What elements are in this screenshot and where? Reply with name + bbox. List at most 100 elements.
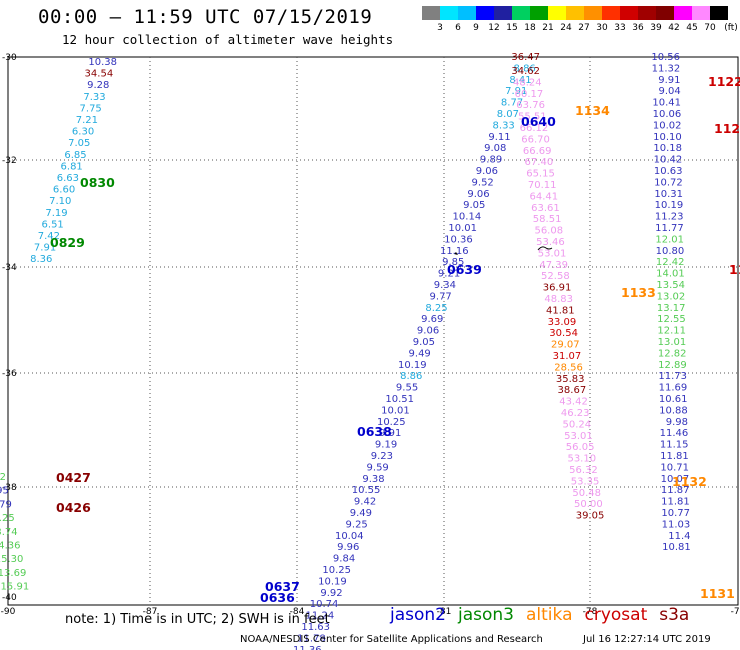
wave-height-value: 53.46 bbox=[536, 237, 565, 248]
wave-height-value: 31.07 bbox=[553, 351, 582, 362]
wave-height-value: 11.03 bbox=[662, 519, 691, 530]
scale-swatch bbox=[602, 6, 620, 20]
lon-label: -75 bbox=[731, 607, 740, 617]
wave-height-value: 34.62 bbox=[511, 66, 540, 77]
lat-label: -30 bbox=[2, 53, 17, 63]
wave-height-value: 29.07 bbox=[551, 340, 580, 351]
wave-height-value: 58.51 bbox=[533, 214, 562, 225]
wave-height-value: 10.71 bbox=[660, 462, 689, 473]
scale-swatch bbox=[710, 6, 728, 20]
wave-height-value: 10.42 bbox=[654, 155, 683, 166]
pass-time-label: 1132 bbox=[672, 474, 707, 489]
wave-height-value: 13.01 bbox=[658, 337, 687, 348]
pass-time-label: 1123 bbox=[714, 121, 740, 136]
scale-label: 21 bbox=[542, 23, 554, 33]
wave-height-value: 43.42 bbox=[559, 397, 588, 408]
wave-height-value: 8.33 bbox=[493, 120, 515, 131]
wave-height-value: 10.25 bbox=[322, 565, 351, 576]
wave-height-value: 12.42 bbox=[656, 257, 685, 268]
wave-height-value: 12.72 bbox=[0, 472, 6, 483]
scale-label: 15 bbox=[506, 23, 518, 33]
scale-label: 12 bbox=[488, 23, 500, 33]
wave-height-value: 36.47 bbox=[511, 52, 540, 63]
chart-subtitle: 12 hour collection of altimeter wave hei… bbox=[62, 32, 394, 47]
wave-height-value: 13.69 bbox=[0, 568, 26, 579]
wave-height-value: 36.91 bbox=[543, 283, 572, 294]
wave-height-value: 56.05 bbox=[566, 442, 595, 453]
wave-height-value: 11.81 bbox=[661, 497, 690, 508]
wave-height-value: 9.04 bbox=[658, 86, 680, 97]
wave-height-value: 66.12 bbox=[520, 123, 549, 134]
lon-label: -84 bbox=[290, 607, 305, 617]
wave-height-value: 9.21 bbox=[438, 269, 460, 280]
wave-height-value: 9.89 bbox=[480, 155, 502, 166]
wave-height-value: 9.91 bbox=[658, 75, 680, 86]
wave-height-value: 13.17 bbox=[657, 303, 686, 314]
scale-label: 27 bbox=[578, 23, 590, 33]
wave-height-value: 10.18 bbox=[653, 143, 682, 154]
wave-height-value: 11.16 bbox=[440, 246, 469, 257]
wave-height-value: 7.21 bbox=[76, 115, 98, 126]
wave-height-value: 11.79 bbox=[0, 499, 12, 510]
scale-swatch bbox=[494, 6, 512, 20]
wave-height-value: 13.74 bbox=[0, 527, 18, 538]
wave-height-value: 6.51 bbox=[42, 219, 64, 230]
wave-height-value: 46.23 bbox=[561, 408, 590, 419]
lat-label: -32 bbox=[2, 156, 17, 166]
wave-height-value: 9.77 bbox=[430, 291, 452, 302]
scale-swatch bbox=[566, 6, 584, 20]
scale-label: 42 bbox=[668, 23, 680, 33]
wave-height-value: 9.55 bbox=[396, 383, 418, 394]
wave-height-value: 10.02 bbox=[653, 120, 682, 131]
credit-text: NOAA/NESDIS Center for Satellite Applica… bbox=[240, 634, 543, 645]
wave-height-value: 9.49 bbox=[409, 348, 431, 359]
wave-height-value: 6.60 bbox=[53, 185, 75, 196]
wave-height-value: 53.01 bbox=[538, 248, 567, 259]
legend-cryosat: cryosat bbox=[584, 605, 648, 625]
wave-height-value: 10.72 bbox=[654, 177, 683, 188]
timestamp-text: Jul 16 12:27:14 UTC 2019 bbox=[583, 634, 711, 645]
wave-height-value: 70.11 bbox=[528, 180, 557, 191]
scale-label: 36 bbox=[632, 23, 644, 33]
pass-time-label: 0638 bbox=[357, 424, 392, 439]
pass-time-label: 0636 bbox=[260, 590, 295, 605]
wave-height-value: 12.01 bbox=[655, 234, 684, 245]
wave-height-value: 56.08 bbox=[534, 226, 563, 237]
wave-height-value: 11.46 bbox=[660, 428, 689, 439]
wave-height-value: 39.05 bbox=[576, 511, 605, 522]
wave-height-value: 50.48 bbox=[572, 488, 601, 499]
wave-height-value: 10.07 bbox=[661, 474, 690, 485]
wave-height-value: 7.05 bbox=[68, 138, 90, 149]
scale-swatch bbox=[530, 6, 548, 20]
wave-height-value: 10.19 bbox=[398, 360, 427, 371]
wave-height-value: 9.49 bbox=[350, 508, 372, 519]
wave-height-value: 7.10 bbox=[49, 196, 71, 207]
wave-height-value: 9.06 bbox=[476, 166, 498, 177]
wave-height-value: 66.70 bbox=[521, 134, 550, 145]
wave-height-value: 6.85 bbox=[64, 150, 86, 161]
scale-swatch bbox=[674, 6, 692, 20]
wave-height-value: 67.40 bbox=[525, 157, 554, 168]
wave-height-value: 8.41 bbox=[509, 75, 531, 86]
wave-height-value: 10.38 bbox=[88, 57, 117, 68]
wave-height-value: 10.10 bbox=[653, 132, 682, 143]
satellite-legend: jason2 jason3 altika cryosat s3a bbox=[390, 605, 701, 625]
wave-height-value: 50.00 bbox=[574, 499, 603, 510]
scale-label: 70 bbox=[704, 23, 716, 33]
wave-height-value: 8.86 bbox=[514, 63, 536, 74]
wave-height-value: 10.61 bbox=[659, 394, 688, 405]
scale-swatch bbox=[548, 6, 566, 20]
wave-height-value: 11.32 bbox=[652, 63, 681, 74]
scale-label: 18 bbox=[524, 23, 536, 33]
scale-swatch bbox=[422, 6, 440, 20]
wave-height-value: 11.23 bbox=[655, 212, 684, 223]
wave-height-value: 10.01 bbox=[448, 223, 477, 234]
pass-time-label: 0829 bbox=[50, 235, 85, 250]
wave-height-value: 7.19 bbox=[45, 208, 67, 219]
wave-height-value: 11.87 bbox=[661, 485, 690, 496]
wave-height-value: 13.02 bbox=[657, 291, 686, 302]
wave-height-value: 8.07 bbox=[497, 109, 519, 120]
wave-height-value: 55.51 bbox=[518, 112, 547, 123]
wave-height-value: 11.15 bbox=[660, 440, 689, 451]
lat-label: -36 bbox=[2, 369, 17, 379]
